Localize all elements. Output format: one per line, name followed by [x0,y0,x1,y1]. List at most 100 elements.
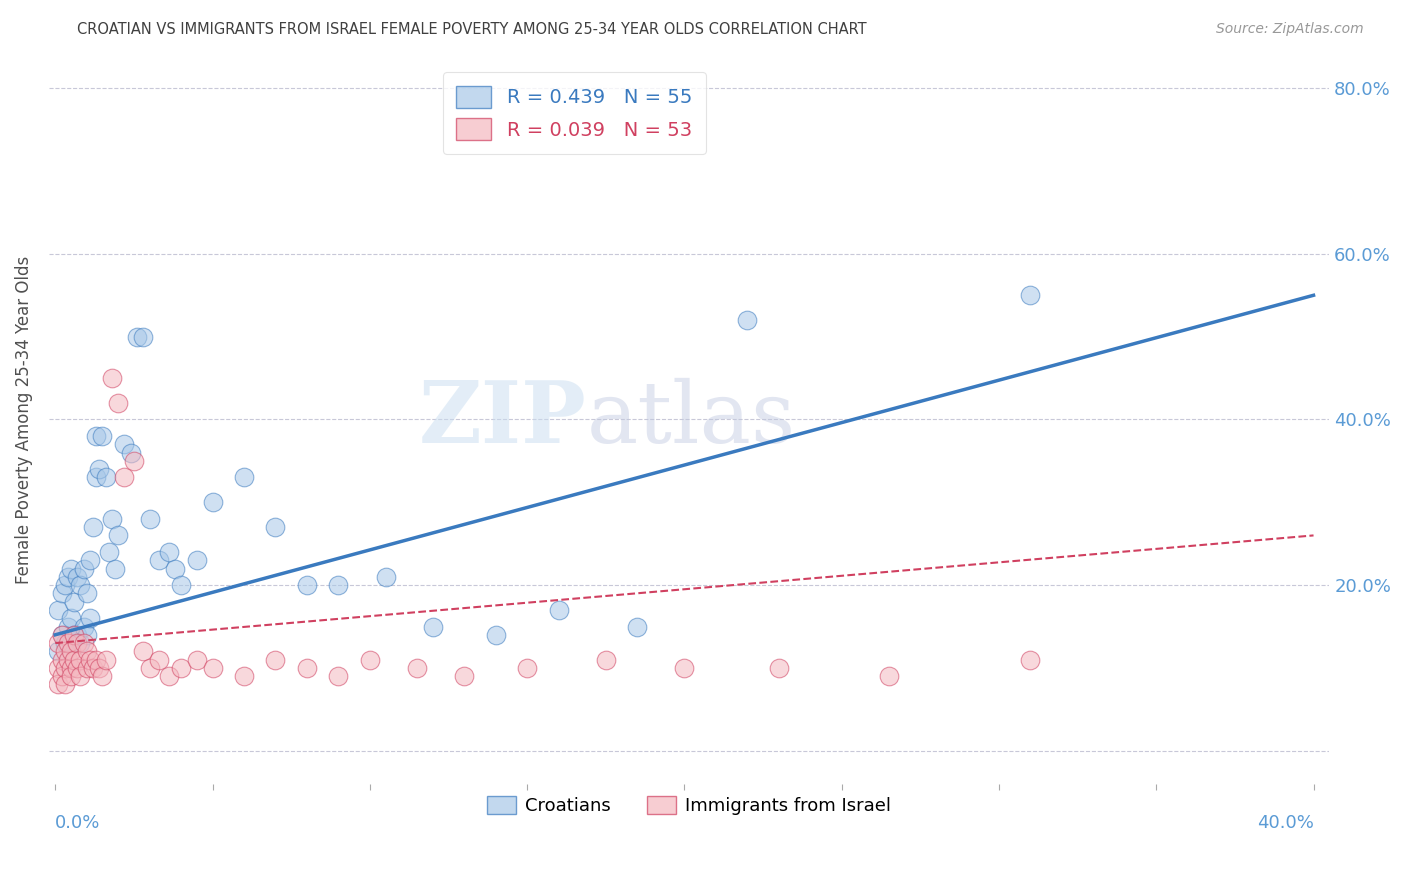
Legend: Croatians, Immigrants from Israel: Croatians, Immigrants from Israel [479,789,898,822]
Point [48,661,70,675]
Text: Source: ZipAtlas.com: Source: ZipAtlas.com [1216,22,1364,37]
Point [138,661,160,675]
Point [76,586,98,600]
Point [89,462,111,476]
Point [69,636,91,650]
Point [66,661,89,675]
Point [76,661,98,675]
Point [89,661,111,675]
Point [359,652,381,666]
Point [157,669,180,683]
Point [233,669,256,683]
Point [56,652,79,666]
Point [51,628,73,642]
Point [69,578,91,592]
Point [233,470,256,484]
Point [63,628,86,642]
Point [737,313,759,327]
Point [53,661,76,675]
Point [516,661,538,675]
Point [59,611,82,625]
Point [125,329,148,343]
Point [66,628,89,642]
Point [72,636,94,650]
Point [163,561,186,575]
Point [91,429,114,443]
Point [84,470,107,484]
Point [453,669,475,683]
Point [201,661,224,675]
Point [76,644,98,658]
Point [104,561,127,575]
Point [66,636,89,650]
Point [148,652,170,666]
Point [51,652,73,666]
Point [63,628,86,642]
Point [114,437,136,451]
Point [132,329,155,343]
Point [53,578,76,592]
Text: CROATIAN VS IMMIGRANTS FROM ISRAEL FEMALE POVERTY AMONG 25-34 YEAR OLDS CORRELAT: CROATIAN VS IMMIGRANTS FROM ISRAEL FEMAL… [77,22,868,37]
Point [107,528,129,542]
Point [107,396,129,410]
Point [120,445,142,459]
Point [201,495,224,509]
Point [101,512,124,526]
Point [157,545,180,559]
Point [79,652,101,666]
Point [48,644,70,658]
Point [673,661,696,675]
Point [264,520,287,534]
Point [374,570,396,584]
Point [328,669,350,683]
Point [264,652,287,666]
Point [59,661,82,675]
Point [53,677,76,691]
Point [422,619,444,633]
Point [59,669,82,683]
Point [877,669,900,683]
Point [72,561,94,575]
Point [56,636,79,650]
Point [138,512,160,526]
Point [328,578,350,592]
Point [51,669,73,683]
Point [485,628,508,642]
Point [547,603,569,617]
Point [82,520,104,534]
Point [51,586,73,600]
Point [84,652,107,666]
Point [59,636,82,650]
Point [69,669,91,683]
Point [170,578,193,592]
Point [48,636,70,650]
Text: ZIP: ZIP [419,377,586,461]
Point [48,677,70,691]
Text: 0.0%: 0.0% [55,814,101,832]
Point [626,619,648,633]
Point [59,644,82,658]
Point [53,644,76,658]
Point [148,553,170,567]
Point [114,470,136,484]
Point [768,661,790,675]
Point [79,611,101,625]
Point [132,644,155,658]
Point [186,553,208,567]
Text: 40.0%: 40.0% [1257,814,1313,832]
Point [406,661,429,675]
Point [186,652,208,666]
Point [122,454,145,468]
Point [94,470,117,484]
Point [79,553,101,567]
Point [59,561,82,575]
Point [76,628,98,642]
Point [1019,288,1042,302]
Point [1019,652,1042,666]
Point [91,669,114,683]
Point [66,570,89,584]
Point [72,619,94,633]
Point [82,661,104,675]
Point [63,652,86,666]
Point [295,661,318,675]
